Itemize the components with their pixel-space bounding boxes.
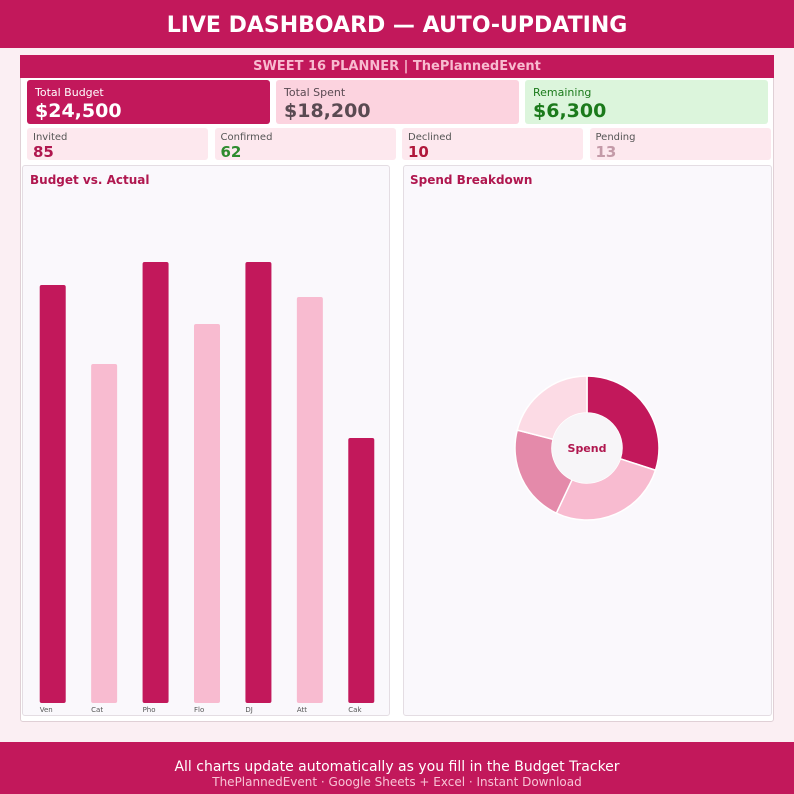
kpi-value: $24,500 [35,100,122,122]
bar [142,262,169,703]
guest-value: 85 [33,143,54,161]
guest-label: Confirmed [220,132,273,143]
guest-card: Invited 85 [27,128,208,161]
kpi-card: Remaining $6,300 [525,80,768,124]
kpi-value: $18,200 [284,100,371,122]
guest-card: Pending 13 [589,128,771,161]
chart-title: Budget vs. Actual [30,173,150,187]
planner-title: SWEET 16 PLANNER | ThePlannedEvent [20,55,774,78]
guest-label: Pending [595,132,636,143]
x-tick-label: Att [297,706,307,714]
bar [194,324,220,703]
guest-card: Declined 10 [402,128,583,161]
bar [91,364,118,703]
x-tick-label: Cak [348,706,362,714]
center-label: Spend [568,442,607,455]
x-tick-label: Ven [40,706,53,714]
chart-title: Spend Breakdown [410,173,532,187]
kpi-card: Total Spent $18,200 [276,80,519,124]
footer: All charts update automatically as you f… [0,742,794,794]
kpi-label: Total Spent [284,86,346,99]
x-tick-label: Cat [91,706,103,714]
guest-value: 62 [220,143,242,161]
bar [39,285,66,703]
bar [245,262,272,703]
bar [348,438,375,703]
x-tick-label: Pho [143,706,156,714]
guest-label: Invited [33,132,68,143]
kpi-card: Total Budget $24,500 [27,80,270,124]
kpi-label: Remaining [533,86,592,99]
guest-value: 10 [408,143,429,161]
footer-line: ThePlannedEvent · Google Sheets + Excel … [212,775,582,789]
x-tick-label: DJ [245,706,252,714]
kpi-value: $6,300 [533,100,607,122]
guest-value: 13 [595,143,617,161]
guest-card: Confirmed 62 [214,128,396,161]
bar [296,297,323,703]
header-title: LIVE DASHBOARD — AUTO-UPDATING [0,0,794,48]
donut-hole [552,413,622,483]
guest-label: Declined [408,132,452,143]
x-tick-label: Flo [194,706,204,714]
kpi-label: Total Budget [35,86,104,99]
footer-line: All charts update automatically as you f… [174,759,620,775]
